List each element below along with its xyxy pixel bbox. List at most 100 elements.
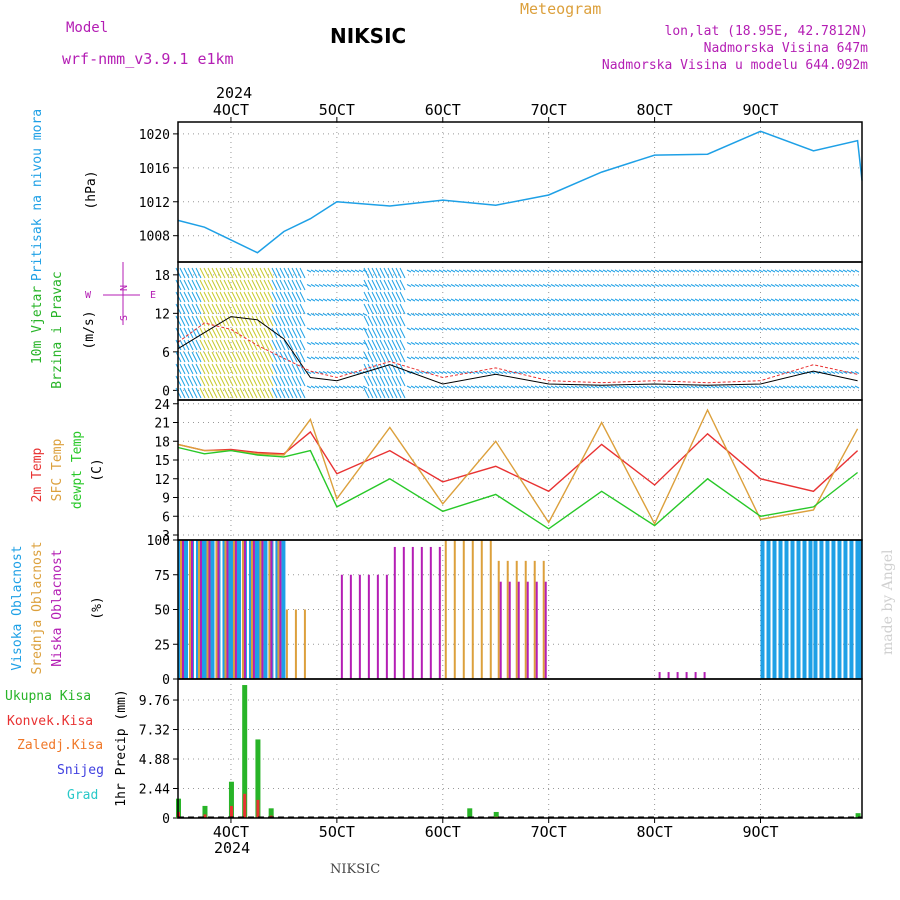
wind-barb [482,371,488,374]
panel-frame [177,261,863,401]
dir-e: E [150,290,156,301]
wind-barb [223,315,230,327]
wind-barb [395,279,402,291]
wind-barb [434,385,440,389]
wind-barb [630,327,636,331]
wind-barb [299,315,306,327]
low-cloud-bar [182,540,184,679]
wind-barb [594,313,600,316]
wind-barb [211,327,218,339]
wind-barb [255,279,262,291]
y-tick-label: 24 [154,398,170,413]
wind-barb [722,269,728,273]
wind-barb [346,327,352,331]
panel-frame [177,121,863,263]
wind-barb [610,327,616,331]
wind-barb [410,342,416,345]
x-tick-label-bottom: 9OCT [742,823,778,841]
conv-rain-bar [203,814,207,818]
wind-barb [478,385,484,389]
wind-barb [570,356,576,360]
wind-barb [271,303,278,315]
wind-barb [287,327,294,339]
wind-barb [330,269,336,273]
wind-barb [187,387,194,399]
wind-barb [746,371,752,374]
wind-barb [271,291,278,303]
wind-barb [782,298,788,302]
wind-barb [622,298,628,302]
x-tick-label-top: 9OCT [742,101,778,119]
wind-barb [219,303,226,315]
sfc-label: SFC Temp [50,439,65,502]
precip-legend-item: Zaledj.Kisa [17,738,103,753]
wind-barb [710,342,716,345]
wind-barb [399,315,406,327]
wind-barb [714,284,720,287]
wind-barb [806,356,812,360]
wind-barb [798,313,804,316]
wind-barb [395,339,402,351]
wind-barb [666,313,672,316]
wind-barb [430,342,436,345]
wind-barb [314,356,320,360]
wind-barb [786,385,792,389]
wind-barb [330,284,336,287]
wind-barb [426,298,432,302]
wind-barb [690,284,696,287]
wind-barb [231,315,238,327]
wind-barb [426,327,432,331]
wind-barb [406,342,412,345]
wind-barb [418,356,424,360]
wind-barb [199,279,206,291]
wind-barb [566,313,572,316]
wind-barb [834,342,840,345]
wind-barb [562,385,568,389]
wind-barb [682,356,688,360]
wind-barb [215,291,222,303]
wind-barb [842,327,848,331]
wind-barb [223,267,230,279]
wind-barb [730,327,736,331]
low-cloud-bar [517,581,520,679]
wind-barb [391,375,398,387]
wind-barb [450,284,456,287]
wind-barb [842,356,848,360]
wind-barb [446,284,452,287]
wind-barb [330,313,336,316]
wind-barb [650,385,656,389]
wind-barb [299,291,306,303]
wind-barb [215,375,222,387]
high-cloud-bar [843,540,848,679]
wind-barb [598,385,604,389]
wind-barb [510,327,516,331]
wind-barb [395,327,402,339]
high-cloud-bar [808,540,813,679]
wind-barb [371,387,378,399]
wind-barb [243,387,250,399]
wind-barb [358,298,364,302]
wind-barb [215,339,222,351]
wind-barb [766,284,772,287]
wind-barb [774,342,780,345]
wind-barb [538,342,544,345]
high-cloud-bar [766,540,771,679]
wind-barb [187,351,194,363]
wind-barb [330,385,336,389]
wind-barb [391,315,398,327]
wind-barb [239,363,246,375]
wind-barb [578,356,584,360]
wind-barb [255,351,262,363]
wind-barb [482,385,488,389]
wind-barb [606,284,612,287]
wind-barb [822,313,828,316]
wind-barb [183,387,190,399]
wind-barb [391,339,398,351]
wind-barb [758,371,764,374]
wind-barb [758,298,764,302]
wind-barb [782,385,788,389]
wind-barb [330,327,336,331]
x-tick-label-bottom: 5OCT [319,823,355,841]
wind-barb [794,342,800,345]
